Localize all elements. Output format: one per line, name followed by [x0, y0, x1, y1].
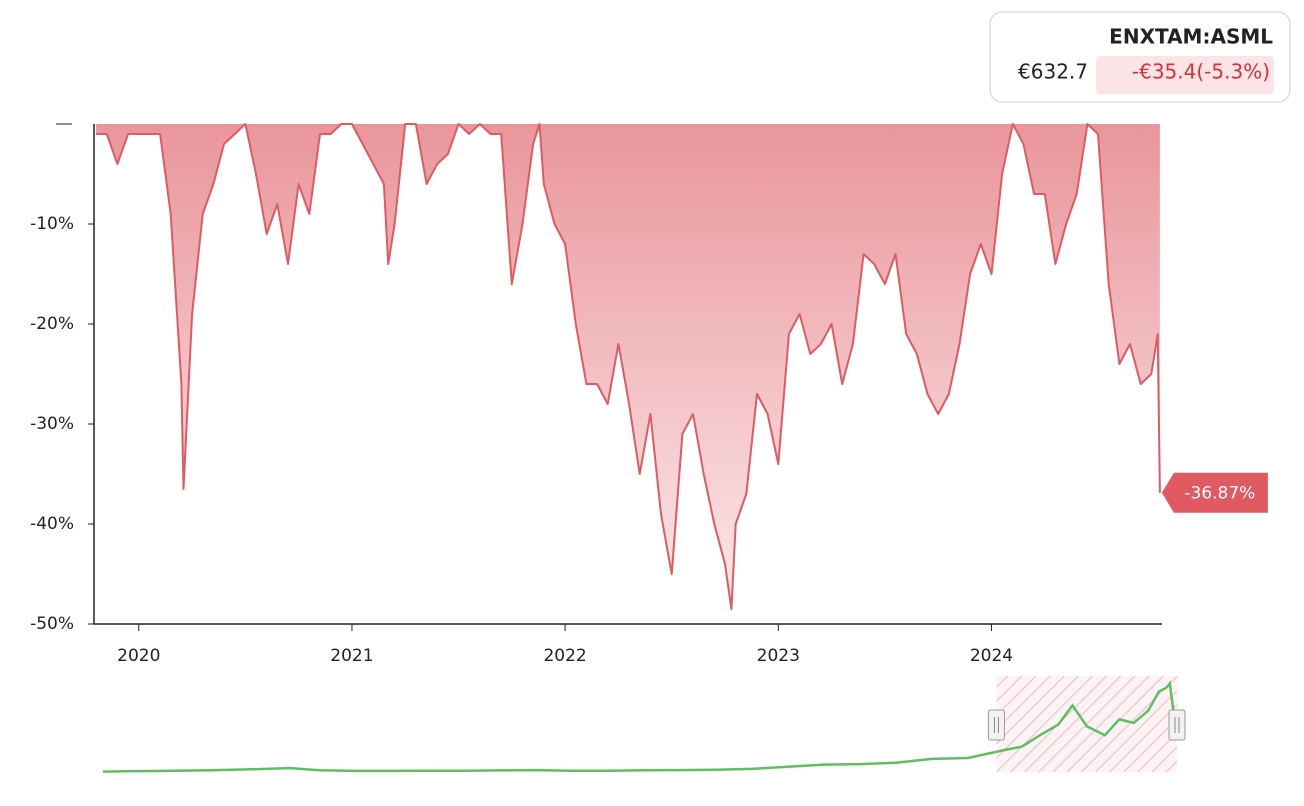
x-tick-label: 2020 [117, 646, 160, 666]
legend-price: €632.7 [1018, 60, 1088, 84]
y-tick-label: -40% [30, 514, 74, 534]
y-tick-label: -20% [30, 314, 74, 334]
area-fill [96, 124, 1160, 609]
y-tick-label: -30% [30, 414, 74, 434]
end-label-bg [1161, 472, 1268, 513]
x-tick-label: 2023 [757, 646, 800, 666]
legend-title: ENXTAM:ASML [1109, 25, 1273, 49]
navigator-line [102, 680, 1178, 773]
x-tick-label: 2024 [970, 646, 1013, 666]
change-badge [1096, 56, 1274, 94]
end-label: -36.87% [1184, 484, 1255, 504]
y-tick-label: -10% [30, 214, 74, 234]
drawdown-line [96, 123, 1161, 610]
x-tick-label: 2021 [330, 646, 373, 666]
y-tick-label: -50% [30, 614, 74, 634]
x-tick-label: 2022 [543, 646, 586, 666]
navigator-handle[interactable] [1168, 709, 1186, 741]
legend-change: -€35.4(-5.3%) [1132, 60, 1270, 84]
navigator-handle[interactable] [987, 709, 1005, 741]
